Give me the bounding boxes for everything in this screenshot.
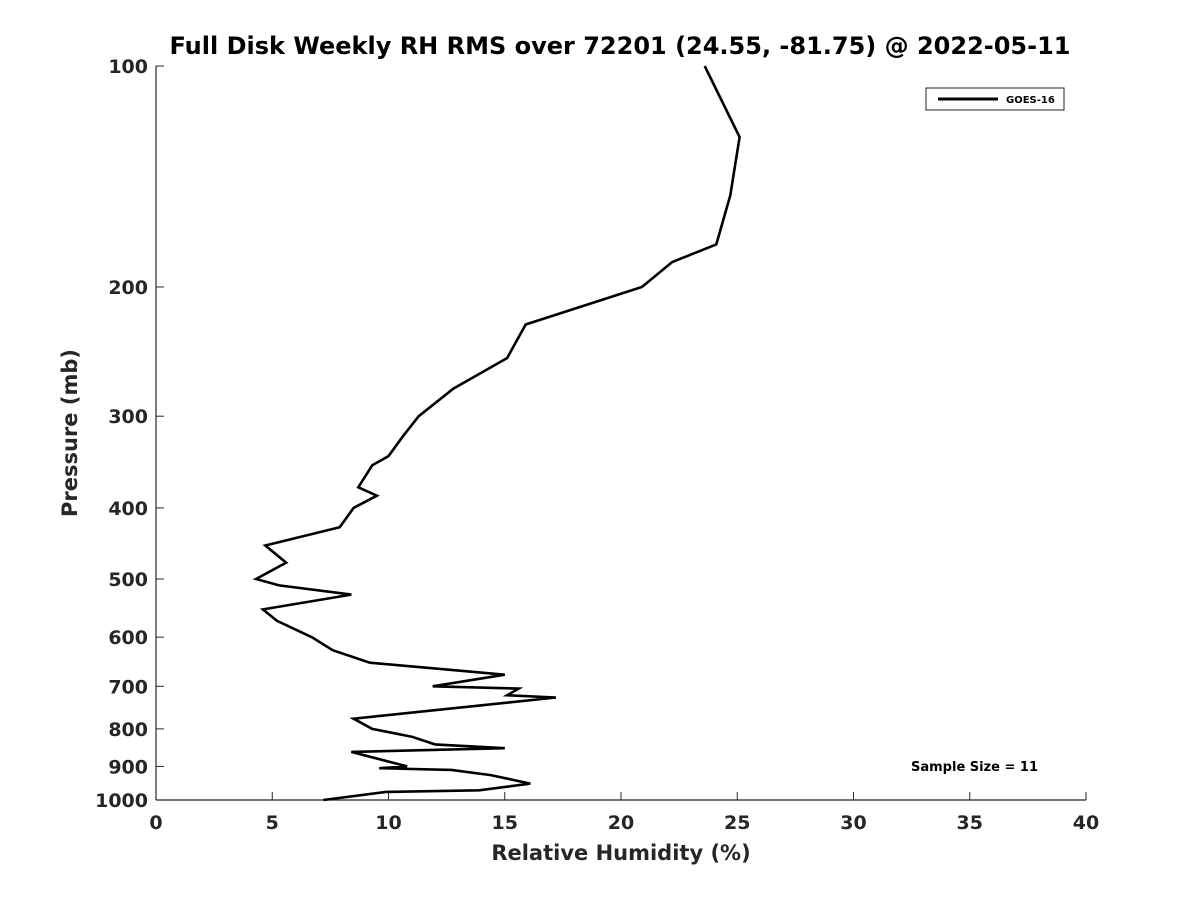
x-tick-label: 35 [957,812,983,834]
chart-title: Full Disk Weekly RH RMS over 72201 (24.5… [169,32,1070,60]
y-tick-label: 700 [108,676,148,698]
x-tick-label: 15 [492,812,518,834]
series-line-goes-16 [252,65,741,802]
x-tick-label: 0 [149,812,162,834]
y-tick-label: 200 [108,277,148,299]
x-tick-label: 5 [266,812,279,834]
y-tick-label: 1000 [95,790,148,812]
x-tick-label: 25 [724,812,750,834]
legend: GOES-16 [925,87,1065,111]
series-layer [252,65,741,802]
x-tick-label: 30 [840,812,866,834]
sample-size-annotation: Sample Size = 11 [911,760,1038,775]
y-tick-label: 300 [108,406,148,428]
x-tick-label: 20 [608,812,634,834]
x-tick-label: 40 [1073,812,1099,834]
y-tick-label: 600 [108,627,148,649]
y-tick-label: 800 [108,719,148,741]
y-axis-ticks: 100 200 300 400 500 600 700 800 900 1000 [95,56,164,812]
x-axis-label: Relative Humidity (%) [491,841,750,865]
y-tick-label: 400 [108,498,148,520]
y-axis-label: Pressure (mb) [58,349,82,517]
plot-area [155,66,1086,801]
legend-label-goes-16: GOES-16 [1006,95,1055,106]
y-tick-label: 500 [108,569,148,591]
y-tick-label: 900 [108,756,148,778]
x-axis-ticks: 0 5 10 15 20 25 30 35 40 [149,792,1099,834]
y-tick-label: 100 [108,56,148,78]
x-tick-label: 10 [375,812,401,834]
